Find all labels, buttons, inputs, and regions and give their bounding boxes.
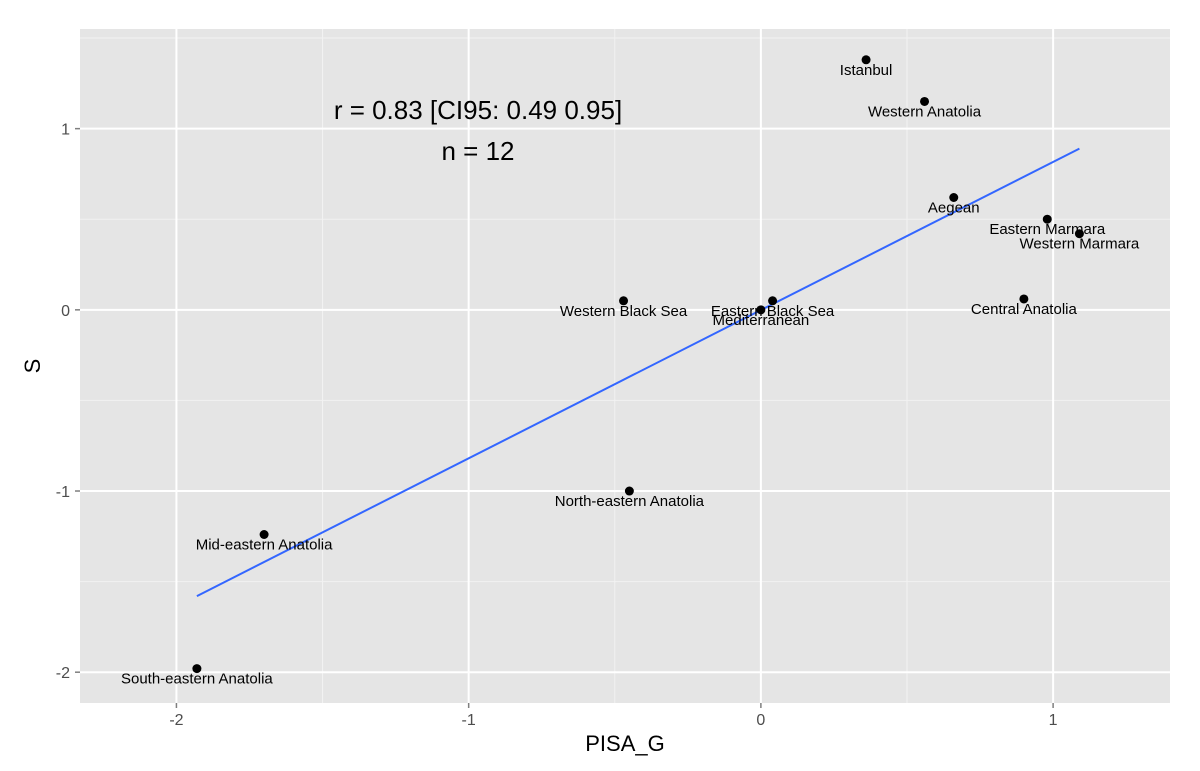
point-label-aegean: Aegean: [928, 200, 980, 217]
y-tick-label: -2: [56, 665, 70, 682]
x-tick-label: -2: [169, 712, 183, 729]
point-label-western-black-sea: Western Black Sea: [560, 303, 688, 320]
point-label-eastern-marmara: Eastern Marmara: [989, 221, 1106, 238]
data-point-eastern-marmara: [1042, 214, 1052, 224]
point-label-mediterranean: Mediterranean: [713, 312, 810, 329]
data-point-south-eastern-anatolia: [192, 664, 202, 674]
y-tick-label: -1: [56, 484, 70, 501]
y-axis-title: S: [20, 359, 45, 374]
data-point-western-anatolia: [920, 96, 930, 106]
point-label-south-eastern-anatolia: South-eastern Anatolia: [121, 671, 273, 688]
x-axis-title: PISA_G: [585, 731, 664, 756]
point-label-central-anatolia: Central Anatolia: [971, 301, 1078, 318]
y-tick-label: 0: [61, 303, 70, 320]
data-point-eastern-black-sea: [768, 296, 778, 306]
point-label-north-eastern-anatolia: North-eastern Anatolia: [555, 493, 705, 510]
plot-panel: [80, 29, 1170, 703]
data-point-north-eastern-anatolia: [624, 486, 634, 496]
data-point-istanbul: [861, 55, 871, 65]
data-point-central-anatolia: [1019, 294, 1029, 304]
x-tick-label: -1: [462, 712, 476, 729]
data-point-western-black-sea: [619, 296, 629, 306]
point-label-eastern-black-sea: Eastern Black Sea: [711, 303, 835, 320]
annotation-sample-size: n = 12: [441, 136, 514, 166]
annotation-correlation: r = 0.83 [CI95: 0.49 0.95]: [334, 95, 622, 125]
point-label-western-marmara: Western Marmara: [1020, 236, 1140, 253]
data-point-aegean: [949, 193, 959, 202]
data-point-mediterranean: [756, 305, 766, 315]
data-point-mid-eastern-anatolia: [259, 530, 269, 539]
point-label-istanbul: Istanbul: [840, 62, 893, 79]
y-tick-label: 1: [61, 122, 70, 139]
point-label-western-anatolia: Western Anatolia: [868, 103, 982, 120]
x-tick-label: 1: [1049, 712, 1058, 729]
data-point-western-marmara: [1074, 229, 1084, 239]
x-tick-label: 0: [756, 712, 765, 729]
regression-line: [196, 147, 1080, 597]
point-label-mid-eastern-anatolia: Mid-eastern Anatolia: [196, 537, 333, 554]
